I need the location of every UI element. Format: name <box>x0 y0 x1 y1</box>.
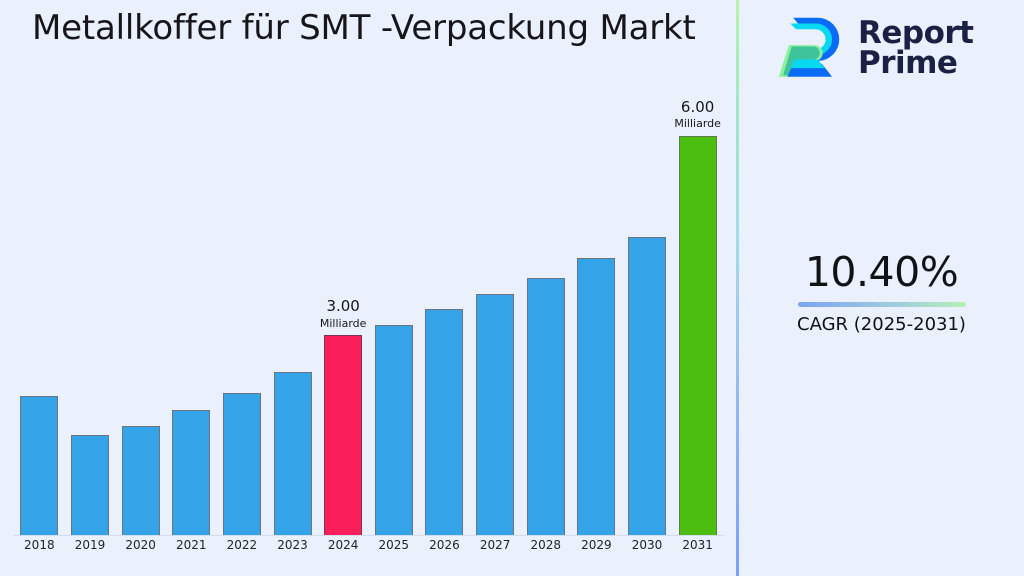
x-axis-tick-labels: 2018 2019 2020 2021 2022 2023 2024 2025 2026 2027… <box>0 538 737 552</box>
x-tick-2018: 2018 <box>24 538 55 552</box>
bar-slot: 6.00 Milliarde <box>672 96 723 535</box>
x-tick-2025: 2025 <box>378 538 410 552</box>
x-axis-line <box>14 535 724 536</box>
bar-slot <box>267 96 318 535</box>
bar-slot: 3.00 Milliarde <box>318 96 369 535</box>
chart-title: Metallkoffer für SMT -Verpackung Markt <box>32 8 696 48</box>
bar-2019[interactable] <box>70 435 109 535</box>
report-prime-logo-mark-icon <box>773 12 845 84</box>
x-tick-2028: 2028 <box>530 538 561 552</box>
brand-logo-line1: Report <box>858 14 974 51</box>
bar-2028[interactable] <box>526 277 565 535</box>
bar-slot <box>115 96 166 535</box>
bar-value-label: 6.00 Milliarde <box>674 97 721 131</box>
x-tick-2027: 2027 <box>479 538 511 552</box>
bar-2027[interactable] <box>476 294 515 535</box>
bar-slot <box>520 96 571 535</box>
bar-2025[interactable] <box>374 325 413 535</box>
bar-2018[interactable] <box>20 395 59 535</box>
bar-2026[interactable] <box>425 308 464 535</box>
bar-slot <box>571 96 622 535</box>
x-tick-2023: 2023 <box>277 538 308 552</box>
bar-slot <box>14 96 65 535</box>
bar-2031[interactable] <box>678 135 717 535</box>
x-tick-2024: 2024 <box>327 538 359 552</box>
plot-area: 3.00 Milliarde 6.00 Milliarde <box>0 96 737 536</box>
panel-divider <box>736 0 739 576</box>
bar-series: 3.00 Milliarde 6.00 Milliarde <box>0 96 737 535</box>
brand-logo-text: Report Prime <box>858 14 974 81</box>
chart-panel: Metallkoffer für SMT -Verpackung Markt 3… <box>0 8 737 552</box>
bar-2023[interactable] <box>273 372 312 535</box>
brand-logo: Report Prime <box>773 12 974 84</box>
cagr-caption: CAGR (2025-2031) <box>797 314 966 335</box>
x-tick-2026: 2026 <box>429 538 460 552</box>
x-tick-2022: 2022 <box>226 538 258 552</box>
bar-value-unit: Milliarde <box>674 117 721 131</box>
x-tick-2030: 2030 <box>631 538 663 552</box>
cagr-divider-rule <box>797 302 966 307</box>
cagr-value: 10.40% <box>804 248 959 296</box>
bar-value-unit: Milliarde <box>319 316 367 330</box>
bar-slot <box>65 96 116 535</box>
bar-value-number: 3.00 <box>326 297 360 316</box>
bar-slot <box>419 96 470 535</box>
bar-2020[interactable] <box>121 425 160 535</box>
bar-value-label: 3.00 Milliarde <box>319 297 367 330</box>
bar-2021[interactable] <box>172 409 211 535</box>
bar-slot <box>217 96 268 535</box>
bar-2022[interactable] <box>222 393 261 535</box>
bar-slot <box>166 96 217 535</box>
x-tick-2019: 2019 <box>74 538 106 552</box>
cagr-block: 10.40% CAGR (2025-2031) <box>739 248 1024 335</box>
x-tick-2029: 2029 <box>581 538 612 552</box>
side-panel: Report Prime 10.40% CAGR (2025-2031) <box>739 0 1024 576</box>
x-tick-2020: 2020 <box>125 538 156 552</box>
bar-value-number: 6.00 <box>680 97 715 116</box>
bar-2024[interactable] <box>324 335 363 535</box>
bar-2030[interactable] <box>628 237 666 535</box>
bar-2029[interactable] <box>577 258 616 535</box>
x-tick-2021: 2021 <box>175 538 207 552</box>
bar-slot <box>470 96 521 535</box>
bar-slot <box>368 96 419 535</box>
bar-slot <box>622 96 673 535</box>
brand-logo-line2: Prime <box>858 45 958 81</box>
x-tick-2031: 2031 <box>682 538 713 552</box>
